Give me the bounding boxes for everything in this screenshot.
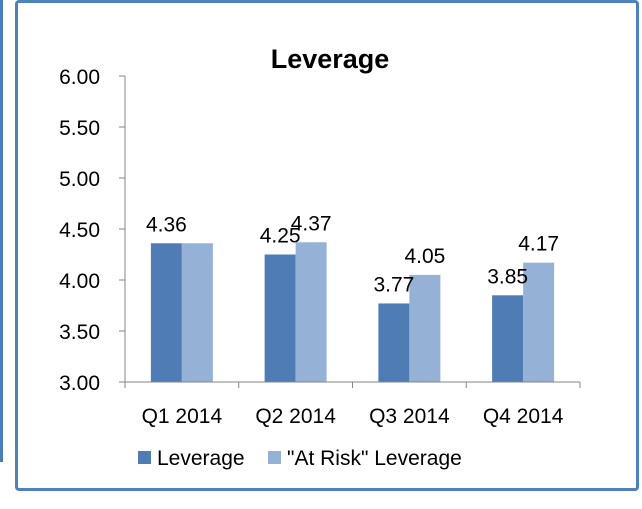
bar-leverage	[150, 243, 182, 382]
y-tick-label: 5.00	[59, 168, 100, 191]
y-tick-label: 3.00	[59, 372, 100, 395]
bar-leverage	[378, 303, 410, 382]
data-label: 3.77	[373, 273, 414, 296]
chart-frame	[15, 0, 639, 491]
y-tick-label: 5.50	[59, 117, 100, 140]
bar-at-risk-leverage	[295, 242, 327, 382]
legend-label: "At Risk" Leverage	[287, 447, 462, 470]
legend-swatch	[268, 451, 281, 464]
chart-title: Leverage	[271, 44, 390, 74]
bar-leverage	[492, 295, 524, 382]
x-tick-label: Q3 2014	[369, 405, 450, 428]
bar-at-risk-leverage	[181, 243, 213, 382]
bar-at-risk-leverage	[523, 262, 555, 382]
data-label: 4.36	[146, 213, 187, 236]
data-label: 4.05	[404, 245, 445, 268]
data-label: 4.37	[291, 212, 332, 235]
data-label: 3.85	[487, 265, 528, 288]
x-tick-label: Q1 2014	[142, 405, 223, 428]
adjacent-panel-edge	[0, 0, 5, 509]
y-tick-label: 6.00	[59, 66, 100, 89]
data-label: 4.17	[518, 233, 559, 256]
y-tick-label: 4.00	[59, 270, 100, 293]
bar-leverage	[264, 254, 296, 382]
bar-at-risk-leverage	[409, 274, 441, 382]
x-tick-label: Q2 2014	[255, 405, 336, 428]
data-label: 4.25	[260, 225, 301, 248]
legend-label: Leverage	[157, 447, 245, 470]
legend-swatch	[138, 451, 151, 464]
x-tick-label: Q4 2014	[483, 405, 564, 428]
y-tick-label: 3.50	[59, 321, 100, 344]
y-tick-label: 4.50	[59, 219, 100, 242]
